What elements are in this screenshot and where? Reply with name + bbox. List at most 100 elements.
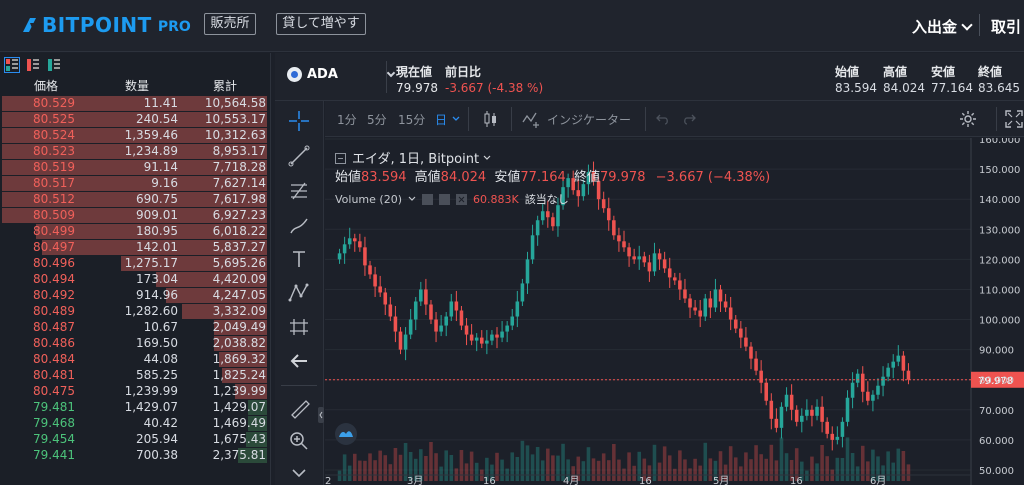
depth-bar <box>2 96 267 111</box>
book-qty: 690.75 <box>136 192 178 206</box>
volume-bar <box>815 463 819 481</box>
candle <box>622 241 626 248</box>
symbol-selector[interactable]: ADA <box>287 67 396 82</box>
zoom-icon[interactable] <box>287 429 311 453</box>
depth-bar <box>219 352 267 367</box>
timeframe-day[interactable]: 日 <box>435 113 448 127</box>
ask-row[interactable]: 80.517 9.16 7,627.14 <box>0 175 270 191</box>
candle <box>830 433 835 440</box>
volume-bar <box>713 460 718 481</box>
collapse-legend-icon[interactable] <box>335 153 346 164</box>
view-asks-icon[interactable] <box>25 57 41 73</box>
ask-row[interactable]: 80.519 91.14 7,718.28 <box>0 159 270 175</box>
x-tick-label: 6月 <box>870 475 886 485</box>
trade-menu[interactable]: 取引 <box>991 18 1022 36</box>
hanbaijo-button[interactable]: 販売所 <box>204 13 256 35</box>
candle <box>617 235 621 242</box>
ask-row[interactable]: 80.509 909.01 6,927.23 <box>0 207 270 223</box>
redo-icon[interactable] <box>682 112 696 126</box>
settings-small-icon[interactable] <box>439 193 450 205</box>
candle <box>469 334 474 341</box>
price-chart[interactable]: 79.978 160.000 150.000 140.000 130.000 120.00… <box>325 138 1024 485</box>
collapse-toolbar-icon[interactable] <box>318 407 324 423</box>
ask-row[interactable]: 80.496 1,275.17 5,695.26 <box>0 255 270 271</box>
candle <box>810 409 814 416</box>
bid-row[interactable]: 79.481 1,429.07 1,429.07 <box>0 399 270 415</box>
volume-bar <box>764 458 769 481</box>
chevron-down-icon[interactable] <box>287 461 311 485</box>
ask-row[interactable]: 80.475 1,239.99 1,239.99 <box>0 383 270 399</box>
ask-row[interactable]: 80.486 169.50 2,038.82 <box>0 335 270 351</box>
back-arrow-icon[interactable] <box>287 349 311 373</box>
candle <box>637 256 642 260</box>
ruler-icon[interactable] <box>287 396 311 420</box>
candle <box>733 319 738 329</box>
y-tick-label: 140.000 <box>979 195 1020 206</box>
candle <box>566 178 570 188</box>
volume-bar <box>596 460 601 481</box>
timeframe-1m[interactable]: 1分 <box>337 113 357 127</box>
fullscreen-icon[interactable] <box>1005 110 1023 128</box>
volume-bar <box>378 450 382 481</box>
text-tool-icon[interactable] <box>287 247 311 271</box>
candle <box>657 253 662 260</box>
candle <box>353 238 357 242</box>
lending-button[interactable]: 貸して増やす <box>276 13 366 35</box>
view-bids-icon[interactable] <box>46 57 62 73</box>
ask-row[interactable]: 80.492 914.96 4,247.05 <box>0 287 270 303</box>
candle <box>485 340 489 344</box>
candle-type-icon[interactable] <box>482 110 498 128</box>
current-price-label: 現在値 <box>396 65 433 79</box>
depth-bar <box>248 416 267 431</box>
volume-bar <box>347 465 352 481</box>
bid-row[interactable]: 79.441 700.38 2,375.81 <box>0 447 270 463</box>
ask-row[interactable]: 80.499 180.95 6,018.22 <box>0 223 270 239</box>
book-total: 7,718.28 <box>212 160 266 174</box>
candle <box>652 253 657 272</box>
logo[interactable]: BITPOINT PRO <box>20 11 191 39</box>
ask-row[interactable]: 80.512 690.75 7,617.98 <box>0 191 270 207</box>
volume-value: 60.883K <box>473 192 519 206</box>
depth-bar <box>2 208 267 223</box>
ask-row[interactable]: 80.489 1,282.60 3,332.09 <box>0 303 270 319</box>
ask-row[interactable]: 80.529 11.41 10,564.58 <box>0 95 270 111</box>
ask-row[interactable]: 80.497 142.01 5,837.27 <box>0 239 270 255</box>
measure-tool-icon[interactable] <box>287 315 311 339</box>
ask-row[interactable]: 80.494 173.04 4,420.09 <box>0 271 270 287</box>
volume-bar <box>810 456 814 481</box>
bid-row[interactable]: 79.468 40.42 1,469.49 <box>0 415 270 431</box>
candle <box>855 373 860 383</box>
indicators-button[interactable]: インジケーター <box>547 113 632 127</box>
candle <box>383 292 388 305</box>
eye-icon[interactable] <box>422 193 433 205</box>
qty-header: 数量 <box>124 79 149 93</box>
ask-row[interactable]: 80.487 10.67 2,049.49 <box>0 319 270 335</box>
trend-line-icon[interactable] <box>287 144 311 168</box>
ask-row[interactable]: 80.523 1,234.89 8,953.17 <box>0 143 270 159</box>
ask-row[interactable]: 80.524 1,359.46 10,312.63 <box>0 127 270 143</box>
deposit-menu[interactable]: 入出金 <box>912 16 973 37</box>
candle <box>342 244 347 254</box>
bid-row[interactable]: 79.454 205.94 1,675.43 <box>0 431 270 447</box>
crosshair-icon[interactable] <box>287 109 311 133</box>
ask-row[interactable]: 80.481 585.25 1,825.24 <box>0 367 270 383</box>
close-icon[interactable] <box>456 193 467 205</box>
volume-bar <box>800 461 804 481</box>
current-price: 現在値 79.978 <box>396 63 438 95</box>
y-tick-label: 150.000 <box>979 165 1020 176</box>
timeframe-15m[interactable]: 15分 <box>398 113 426 127</box>
book-price: 80.523 <box>33 144 75 158</box>
view-both-icon[interactable] <box>4 57 20 73</box>
indicator-icon[interactable] <box>522 110 542 128</box>
ask-row[interactable]: 80.484 44.08 1,869.32 <box>0 351 270 367</box>
timeframe-5m[interactable]: 5分 <box>367 113 387 127</box>
volume-bar <box>556 455 560 481</box>
fib-tool-icon[interactable] <box>287 179 311 203</box>
brush-icon[interactable] <box>287 213 311 237</box>
ask-row[interactable]: 80.525 240.54 10,553.17 <box>0 111 270 127</box>
undo-icon[interactable] <box>656 112 670 126</box>
volume-bar <box>784 453 789 481</box>
candle <box>434 319 438 332</box>
pattern-tool-icon[interactable] <box>287 281 311 305</box>
gear-icon[interactable] <box>958 109 978 129</box>
